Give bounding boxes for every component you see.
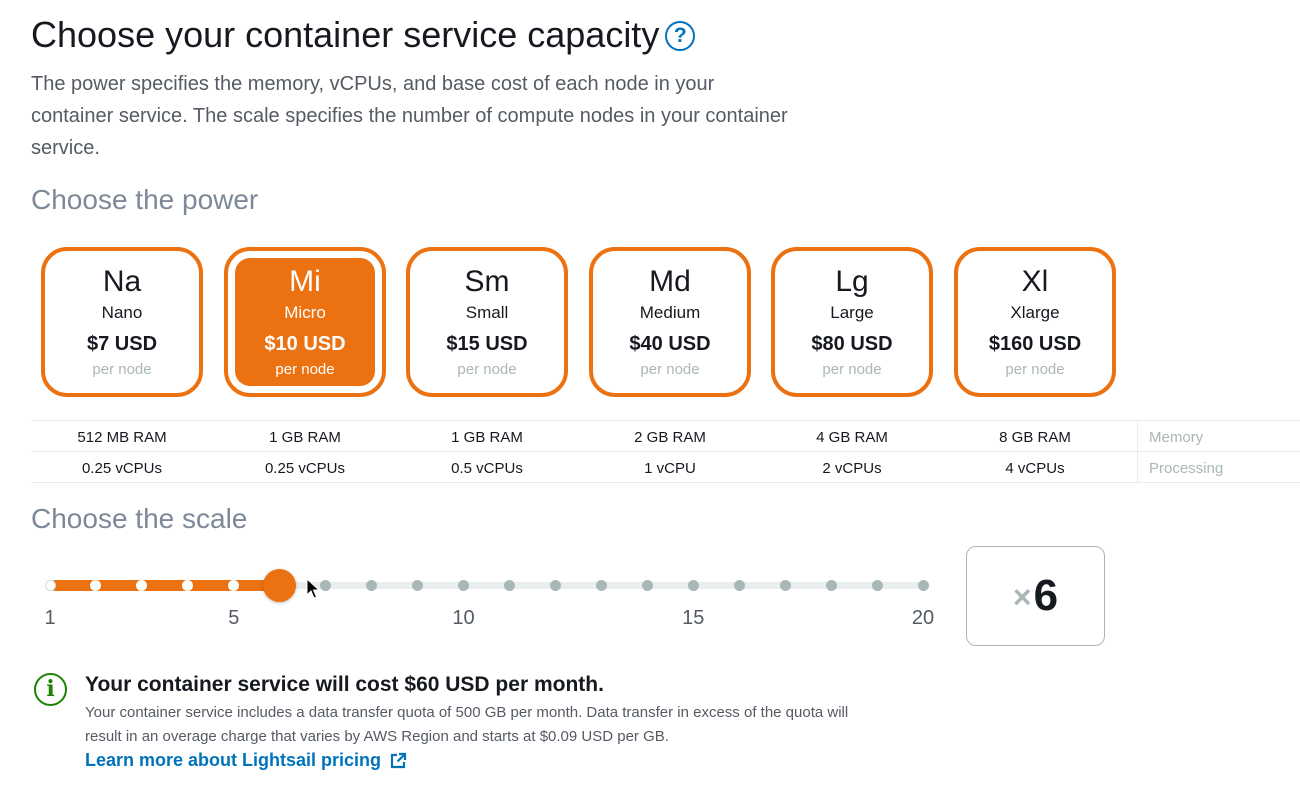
slider-tick[interactable] [503,580,515,591]
slider-tick[interactable] [412,580,424,591]
vcpu-value: 4 vCPUs [1005,460,1065,477]
slider-tick[interactable] [825,580,837,591]
slider-tick[interactable] [228,580,240,591]
slider-label: 20 [911,607,935,629]
power-option-xlarge[interactable]: Xl Xlarge $160 USD per node [954,247,1116,397]
processing-label: Processing [1149,460,1224,477]
slider-tick[interactable] [182,580,194,591]
cost-description: Your container service includes a data t… [85,704,849,745]
memory-value: 4 GB RAM [816,429,888,446]
pricing-link[interactable]: Learn more about Lightsail pricing [85,750,407,771]
page-description: The power specifies the memory, vCPUs, a… [31,73,788,159]
selected-fill [235,258,375,386]
power-per-node: per node [457,361,517,378]
slider-label: 15 [682,607,705,629]
power-section-title: Choose the power [31,184,259,215]
power-option-large[interactable]: Lg Large $80 USD per node [771,247,933,397]
slider-tick[interactable] [871,580,883,591]
slider-tick[interactable] [641,580,653,591]
slider-tick[interactable] [136,580,148,591]
power-per-node: per node [640,361,700,378]
power-abbr: Xl [1021,265,1049,298]
memory-value: 1 GB RAM [269,429,341,446]
power-price: $80 USD [811,333,893,355]
slider-tick[interactable] [366,580,378,591]
power-abbr: Na [102,265,142,298]
power-name: Micro [284,303,326,322]
vcpu-value: 2 vCPUs [822,460,882,477]
power-option-small[interactable]: Sm Small $15 USD per node [406,247,568,397]
power-per-node: per node [275,361,335,378]
vcpu-value: 0.5 vCPUs [451,460,523,477]
slider-label: 10 [452,607,475,629]
slider-track[interactable] [50,582,923,589]
vcpu-value: 1 vCPU [644,460,696,477]
memory-value: 2 GB RAM [634,429,706,446]
spec-divider-top [31,420,1300,421]
spec-divider-middle [31,451,1300,452]
power-name: Small [465,303,509,322]
memory-value: 1 GB RAM [451,429,523,446]
power-abbr: Sm [464,265,510,298]
slider-tick[interactable] [44,580,56,591]
slider-tick[interactable] [733,580,745,591]
power-abbr: Mi [289,265,321,298]
slider-label: 5 [228,607,240,629]
power-name: Medium [639,303,701,322]
slider-tick[interactable] [320,580,332,591]
power-option-content: Md Medium $40 USD per node [593,265,747,379]
memory-value: 8 GB RAM [999,429,1071,446]
power-price: $160 USD [988,333,1082,355]
slider-tick[interactable] [549,580,561,591]
power-price: $7 USD [86,333,158,355]
slider-thumb[interactable] [263,569,297,602]
cost-summary: Your container service will cost $60 USD… [85,673,604,696]
power-option-medium[interactable]: Md Medium $40 USD per node [589,247,751,397]
power-name: Nano [101,303,143,322]
slider-tick[interactable] [917,580,929,591]
page-title: Choose your container service capacity ? [31,14,696,56]
external-link-icon[interactable] [389,752,407,770]
slider-tick[interactable] [687,580,699,591]
power-option-micro[interactable]: Mi Micro $10 USD per node [224,247,386,397]
power-option-content: Sm Small $15 USD per node [410,265,564,379]
spec-divider-bottom [31,482,1300,483]
power-option-content: Xl Xlarge $160 USD per node [958,265,1112,379]
help-icon[interactable]: ? [665,21,696,51]
memory-value: 512 MB RAM [77,429,167,446]
info-icon: i [34,673,67,706]
power-abbr: Lg [835,265,869,298]
power-option-nano[interactable]: Na Nano $7 USD per node [41,247,203,397]
vcpu-value: 0.25 vCPUs [264,460,346,477]
slider-track-fill [50,580,280,591]
page-title-text: Choose your container service capacity [31,14,660,55]
slider-tick[interactable] [779,580,791,591]
multiplier-symbol: × [1012,578,1032,615]
slider-tick[interactable] [595,580,607,591]
power-price: $15 USD [446,333,528,355]
multiplier-value: 6 [1033,571,1059,620]
scale-section-title: Choose the scale [31,503,248,534]
power-price: $10 USD [264,333,346,355]
vcpu-value: 0.25 vCPUs [81,460,163,477]
power-option-content: Lg Large $80 USD per node [775,265,929,379]
memory-label: Memory [1149,429,1204,446]
power-abbr: Md [649,265,691,298]
slider-tick[interactable] [458,580,470,591]
spec-label-divider [1137,420,1138,482]
power-per-node: per node [822,361,882,378]
power-per-node: per node [92,361,152,378]
slider-tick[interactable] [90,580,102,591]
power-price: $40 USD [629,333,711,355]
scale-multiplier-box: × 6 [966,546,1105,646]
power-option-content: Na Nano $7 USD per node [45,265,199,379]
slider-label: 1 [44,607,56,629]
mouse-cursor-icon [306,578,320,599]
scale-slider[interactable]: 1 5 10 15 20 [40,560,940,629]
power-option-content: Mi Micro $10 USD per node [228,265,382,379]
pricing-link-text[interactable]: Learn more about Lightsail pricing [85,750,382,770]
power-name: Xlarge [1010,303,1060,322]
power-per-node: per node [1005,361,1065,378]
power-name: Large [830,303,874,322]
